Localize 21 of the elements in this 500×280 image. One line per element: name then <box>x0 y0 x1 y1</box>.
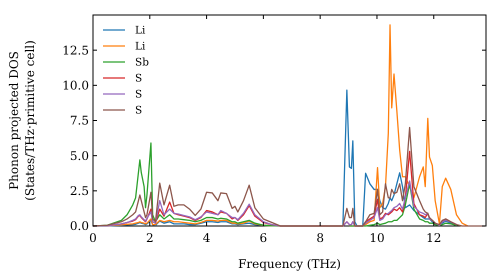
legend-label: S <box>135 72 142 85</box>
y-axis-title: Phonon projected DOS (States/THz·primitive cell) <box>7 40 37 201</box>
y-tick-label: 12.5 <box>62 43 89 58</box>
legend-label: Li <box>135 40 146 53</box>
y-tick-label: 2.5 <box>70 184 89 198</box>
y-tick-label: 5.0 <box>70 148 89 163</box>
legend-label: S <box>135 104 142 117</box>
y-tick-label: 0.0 <box>70 219 89 234</box>
x-axis-title: Frequency (THz) <box>238 257 341 271</box>
x-tick-label: 0 <box>89 231 97 245</box>
x-tick-label: 10 <box>369 231 385 245</box>
y-tick-label: 7.5 <box>70 114 89 128</box>
x-tick-label: 2 <box>146 231 154 245</box>
y-tick-label: 10.0 <box>62 78 89 93</box>
legend-label: S <box>135 88 142 101</box>
legend-label: Li <box>135 24 146 37</box>
legend-label: Sb <box>135 56 150 69</box>
x-tick-label: 6 <box>260 231 268 245</box>
x-tick-label: 12 <box>426 231 442 245</box>
x-tick-label: 8 <box>316 231 324 245</box>
x-tick-label: 4 <box>202 231 211 245</box>
